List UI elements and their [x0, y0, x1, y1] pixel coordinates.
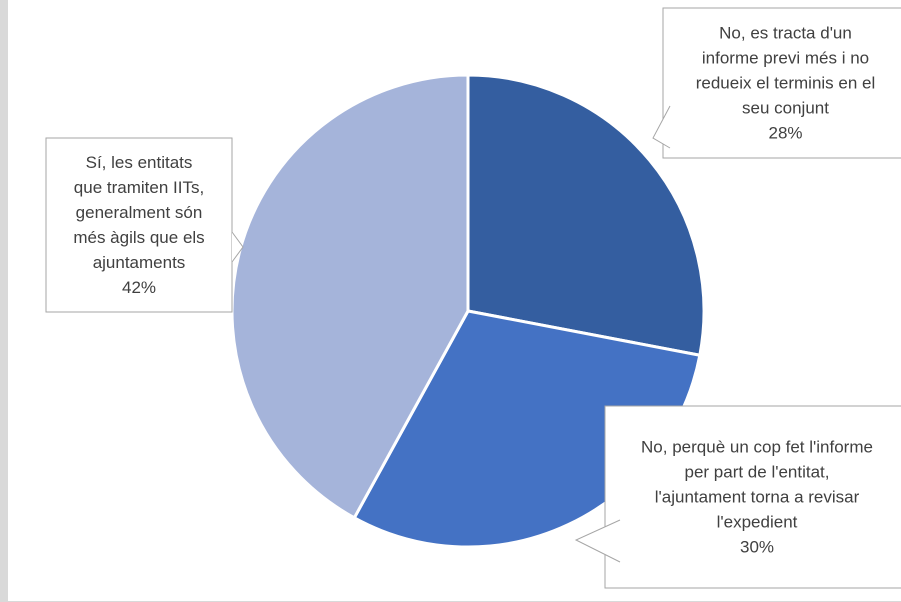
callout-label-2: No, perquè un cop fet l'informe per part … — [574, 405, 901, 589]
callout-label-line: per part de l'entitat, — [685, 463, 830, 482]
callout-pointer-edge — [652, 105, 671, 149]
callout-label-line: ajuntaments — [93, 253, 186, 272]
callout-pointer-edge — [574, 519, 621, 563]
callout-pointer — [232, 232, 243, 262]
callout-label-line: No, perquè un cop fet l'informe — [641, 438, 873, 457]
pie-slice-1 — [466, 73, 706, 357]
callout-pointer — [653, 106, 670, 148]
callout-label-line: que tramiten IITs, — [74, 178, 204, 197]
callout-percent: 42% — [122, 278, 156, 297]
callout-percent: 28% — [768, 124, 802, 143]
callout-label-line: l'expedient — [717, 513, 798, 532]
callout-box — [604, 405, 901, 589]
pie-chart: No, es tracta d'un informe previ més i no… — [45, 7, 901, 589]
callout-label-line: informe previ més i no — [702, 49, 869, 68]
callout-label-line: l'ajuntament torna a revisar — [655, 488, 860, 507]
callout-label-1: No, es tracta d'un informe previ més i no… — [652, 7, 901, 159]
data-label-callouts: No, es tracta d'un informe previ més i no… — [45, 7, 901, 589]
callout-label-line: més àgils que els — [73, 228, 204, 247]
callout-label-line: Sí, les entitats — [86, 153, 193, 172]
callout-pointer — [576, 520, 620, 562]
callout-label-line: generalment són — [76, 203, 203, 222]
callout-percent: 30% — [740, 538, 774, 557]
callout-label-line: No, es tracta d'un — [719, 24, 852, 43]
callout-box — [662, 7, 901, 159]
callout-label-line: redueix el terminis en el — [696, 74, 876, 93]
callout-pointer-edge — [231, 231, 244, 263]
callout-label-3: Sí, les entitats que tramiten IITs, genera… — [45, 137, 244, 313]
callout-label-line: seu conjunt — [742, 99, 829, 118]
callout-box — [45, 137, 233, 313]
